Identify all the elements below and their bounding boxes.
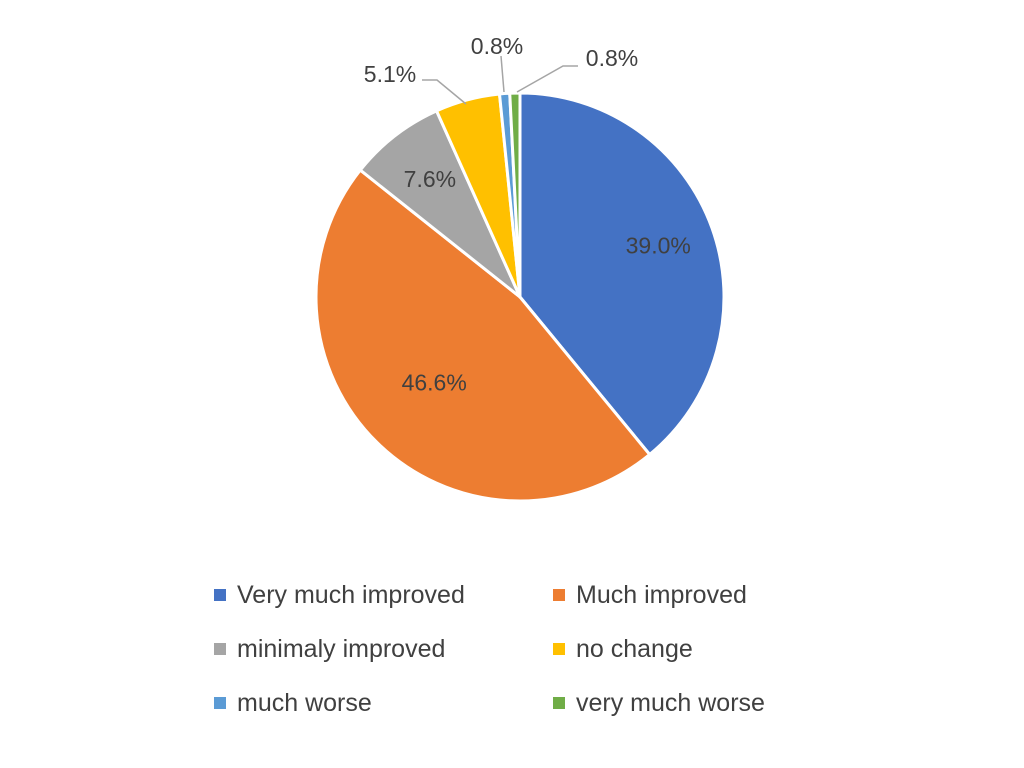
legend-label: much worse xyxy=(237,688,372,717)
legend-swatch xyxy=(553,589,565,601)
legend-item-minimaly-improved: minimaly improved xyxy=(214,632,445,666)
leader-lines xyxy=(422,55,578,105)
leader-line-very-much-worse xyxy=(516,65,578,93)
data-label-very-much-worse: 0.8% xyxy=(586,45,638,71)
legend-item-very-much-improved: Very much improved xyxy=(214,578,465,612)
legend-item-much-improved: Much improved xyxy=(553,578,747,612)
pie-chart: 39.0% 46.6% 7.6% 5.1% 0.8% 0.8% xyxy=(314,33,726,503)
data-label-no-change: 5.1% xyxy=(364,61,416,87)
pie-slice-much-improved xyxy=(314,168,652,503)
data-labels: 39.0% 46.6% 7.6% 5.1% 0.8% 0.8% xyxy=(364,33,691,395)
data-label-minimaly-improved: 7.6% xyxy=(404,166,456,192)
legend-swatch xyxy=(214,643,226,655)
pie-slices xyxy=(314,91,726,503)
legend-item-no-change: no change xyxy=(553,632,693,666)
legend-item-very-much-worse: very much worse xyxy=(553,686,765,720)
legend-label: no change xyxy=(576,634,693,663)
pie-slice-very-much-improved xyxy=(518,91,726,457)
legend-swatch xyxy=(214,589,226,601)
leader-line-no-change xyxy=(422,79,467,105)
data-label-very-much-improved: 39.0% xyxy=(626,232,691,258)
pie-slice-minimaly-improved xyxy=(358,109,522,299)
legend-label: Much improved xyxy=(576,580,747,609)
data-label-much-worse: 0.8% xyxy=(471,33,523,59)
legend-label: very much worse xyxy=(576,688,765,717)
data-label-much-improved: 46.6% xyxy=(402,369,467,395)
pie-slice-very-much-worse xyxy=(508,91,522,299)
legend-swatch xyxy=(553,697,565,709)
legend-label: Very much improved xyxy=(237,580,465,609)
legend-label: minimaly improved xyxy=(237,634,446,663)
legend-item-much-worse: much worse xyxy=(214,686,372,720)
legend-swatch xyxy=(553,643,565,655)
leader-line-much-worse xyxy=(500,55,505,93)
legend-swatch xyxy=(214,697,226,709)
